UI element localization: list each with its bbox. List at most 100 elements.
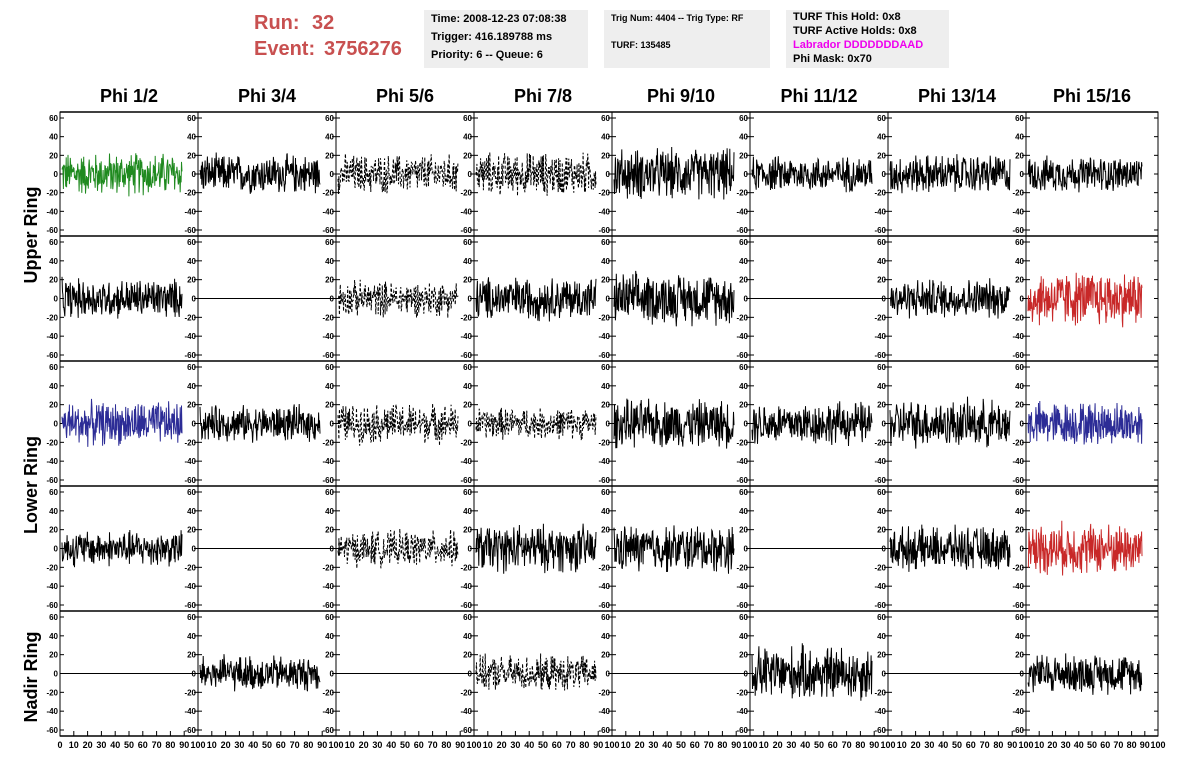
y-tick-label: 20 [739,651,748,660]
y-tick-label: -20 [874,313,886,322]
run-value: 32 [312,12,335,34]
y-tick-label: 20 [49,401,58,410]
x-tick-label: 70 [1113,740,1123,750]
y-tick-label: 40 [49,257,58,266]
waveform-trace [889,396,1011,449]
y-tick-label: 40 [601,133,610,142]
y-tick-label: 60 [463,488,472,497]
x-tick-label: 20 [221,740,231,750]
y-tick-label: 60 [463,114,472,123]
y-tick-label: -40 [184,707,196,716]
x-tick-label: 30 [786,740,796,750]
y-tick-label: -40 [598,707,610,716]
y-tick-label: 40 [1015,382,1024,391]
y-tick-label: -60 [736,476,748,485]
y-tick-label: -40 [322,332,334,341]
y-tick-label: -60 [1012,476,1024,485]
x-tick-label: 50 [952,740,962,750]
x-tick-label: 30 [1061,740,1071,750]
x-tick-label: 100 [190,740,205,750]
y-tick-label: 60 [601,238,610,247]
panel-frame [473,360,613,487]
waveform-trace [751,156,873,193]
y-tick-label: -20 [1012,438,1024,447]
y-tick-label: 40 [739,382,748,391]
x-tick-label: 50 [814,740,824,750]
y-tick-label: -20 [1012,688,1024,697]
x-tick-label: 30 [924,740,934,750]
y-tick-label: 60 [325,488,334,497]
x-tick-label: 60 [690,740,700,750]
y-tick-label: 0 [606,670,611,679]
waveform-trace [889,278,1011,319]
y-tick-label: -60 [184,476,196,485]
y-tick-label: -40 [598,582,610,591]
y-tick-label: -40 [1012,457,1024,466]
y-tick-label: -20 [736,313,748,322]
y-tick-label: 0 [606,420,611,429]
y-tick-label: -20 [184,313,196,322]
y-tick-label: 20 [463,526,472,535]
y-tick-label: 40 [463,382,472,391]
y-tick-label: 40 [877,632,886,641]
y-tick-label: 0 [1020,170,1025,179]
y-tick-label: -40 [1012,707,1024,716]
y-tick-label: -40 [322,582,334,591]
y-tick-label: -60 [322,226,334,235]
event-label: Event: [254,38,316,60]
y-tick-label: 0 [468,295,473,304]
y-tick-label: 60 [877,613,886,622]
y-tick-label: 0 [882,420,887,429]
x-tick-label: 100 [742,740,757,750]
y-tick-label: 0 [468,670,473,679]
y-tick-label: 60 [739,488,748,497]
y-tick-label: 40 [463,133,472,142]
waveform-trace [337,403,459,446]
y-tick-label: 60 [601,363,610,372]
y-tick-label: -40 [874,207,886,216]
x-tick-label: 90 [731,740,741,750]
y-tick-label: 40 [49,507,58,516]
y-tick-label: 60 [187,238,196,247]
x-tick-label: 50 [538,740,548,750]
y-tick-label: -40 [1012,332,1024,341]
y-tick-label: 60 [187,363,196,372]
y-tick-label: 60 [325,363,334,372]
y-tick-label: 0 [606,295,611,304]
y-tick-label: -20 [874,438,886,447]
y-tick-label: 20 [877,526,886,535]
y-tick-label: 0 [192,295,197,304]
y-tick-label: 0 [1020,295,1025,304]
y-tick-label: -40 [460,207,472,216]
y-tick-label: 60 [463,363,472,372]
x-tick-label: 100 [328,740,343,750]
y-tick-label: -60 [460,726,472,735]
y-tick-label: -60 [598,226,610,235]
y-tick-label: 60 [739,114,748,123]
y-tick-label: 60 [739,363,748,372]
x-tick-label: 60 [552,740,562,750]
waveform-trace [61,398,183,447]
x-tick-label: 20 [773,740,783,750]
y-tick-label: 60 [463,238,472,247]
y-tick-label: -20 [184,438,196,447]
y-tick-label: 60 [49,238,58,247]
y-tick-label: 0 [330,670,335,679]
y-tick-label: -60 [736,726,748,735]
waveform-trace [199,403,321,443]
x-tick-label: 90 [1140,740,1150,750]
y-tick-label: 40 [463,632,472,641]
y-tick-label: -20 [874,563,886,572]
y-tick-label: -40 [874,457,886,466]
y-tick-label: 40 [739,133,748,142]
x-tick-label: 100 [1150,740,1165,750]
y-tick-label: -20 [184,688,196,697]
y-tick-label: -20 [736,688,748,697]
x-tick-label: 50 [400,740,410,750]
y-tick-label: -60 [736,351,748,360]
y-tick-label: 20 [187,651,196,660]
y-tick-label: 40 [325,382,334,391]
phi-header-3-4: Phi 3/4 [237,86,297,106]
y-tick-label: -40 [46,582,58,591]
